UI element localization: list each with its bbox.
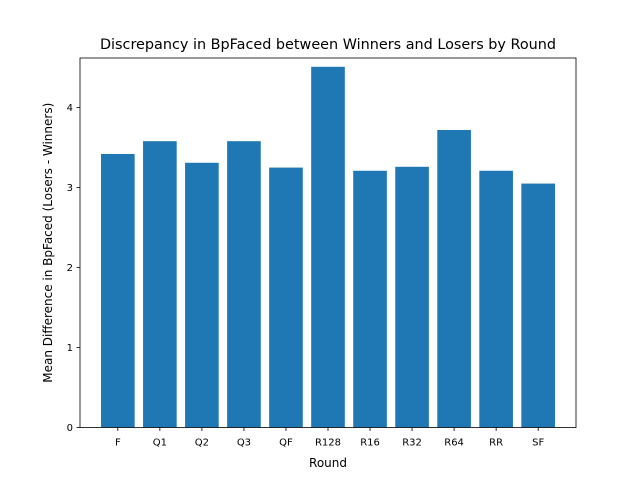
- chart-title: Discrepancy in BpFaced between Winners a…: [100, 37, 556, 53]
- bar-q3: [227, 141, 261, 428]
- bar-q2: [185, 162, 219, 428]
- y-axis-label: Mean Difference in BpFaced (Losers - Win…: [41, 103, 55, 383]
- x-tick-label: RR: [489, 438, 503, 449]
- y-axis-ticks: 0 1 2 3 4: [67, 103, 80, 434]
- x-axis-ticks: F Q1 Q2 Q3 QF R128 R16 R32 R64 RR SF: [115, 427, 544, 449]
- x-tick-label: Q2: [195, 438, 209, 449]
- bar-r128: [311, 66, 345, 428]
- x-tick-label: Q3: [237, 438, 251, 449]
- bar-qf: [269, 167, 303, 428]
- bar-q1: [143, 141, 177, 428]
- bar-r16: [353, 170, 387, 428]
- bars-group: [101, 66, 555, 428]
- x-tick-label: R128: [315, 438, 341, 449]
- bar-rr: [479, 170, 513, 428]
- x-tick-label: SF: [532, 438, 544, 449]
- bar-r64: [437, 129, 471, 428]
- plot-frame: [79, 57, 577, 428]
- x-tick-label: F: [115, 438, 121, 449]
- x-tick-label: R64: [444, 438, 464, 449]
- y-tick-label: 1: [67, 343, 73, 354]
- bar-r32: [395, 166, 429, 428]
- y-tick-label: 2: [67, 263, 73, 274]
- x-tick-label: R32: [402, 438, 422, 449]
- y-tick-label: 0: [67, 423, 73, 434]
- x-tick-label: Q1: [153, 438, 167, 449]
- x-axis-label: Round: [309, 456, 347, 470]
- y-tick-label: 4: [67, 103, 73, 114]
- bar-f: [101, 153, 135, 428]
- bar-sf: [521, 183, 555, 428]
- x-tick-label: QF: [279, 438, 293, 449]
- x-tick-label: R16: [360, 438, 380, 449]
- y-tick-label: 3: [67, 183, 73, 194]
